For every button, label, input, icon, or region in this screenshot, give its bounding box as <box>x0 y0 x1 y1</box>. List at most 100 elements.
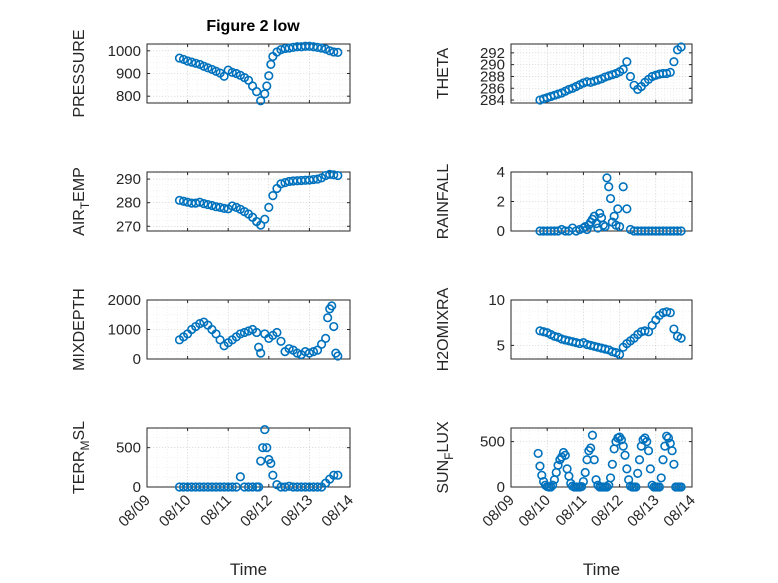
data-point <box>333 351 343 361</box>
x-tick-label: 08/11 <box>197 492 235 530</box>
data-point <box>254 482 264 492</box>
data-point <box>663 433 674 443</box>
x-tick-label: 08/13 <box>278 492 317 531</box>
subplot-rainfall: 0 2 4 RAINFALL <box>435 164 693 240</box>
y-tick-label: 500 <box>480 434 505 451</box>
data-point <box>327 301 337 311</box>
data-point <box>316 43 327 53</box>
data-point <box>312 174 323 184</box>
y-tick-label: 280 <box>116 195 141 212</box>
y-tick-label: 2 <box>497 194 505 211</box>
data-point <box>235 472 245 482</box>
data-point <box>325 46 335 56</box>
data-point <box>665 308 675 318</box>
x-tick-label: 08/11 <box>552 492 590 530</box>
data-point <box>174 195 185 205</box>
subplot-pressure: 800 900 1000 PRESSURE <box>71 29 351 118</box>
data-point <box>625 71 636 82</box>
x-tick-label: 08/10 <box>156 492 195 531</box>
y-tick-label: 0 <box>133 351 141 368</box>
data-point <box>553 460 563 470</box>
y-tick-label: 1000 <box>108 322 141 339</box>
data-point <box>276 45 286 55</box>
x-tick-label: 08/14 <box>318 492 357 531</box>
y-tick-label: 270 <box>116 218 141 235</box>
data-point <box>560 450 570 460</box>
data-series <box>174 301 343 361</box>
data-point <box>640 326 650 336</box>
data-point <box>622 57 632 67</box>
data-point <box>304 348 315 358</box>
data-point <box>178 196 189 206</box>
data-point <box>272 327 282 338</box>
data-point <box>662 307 672 317</box>
y-tick-label: 900 <box>116 66 141 83</box>
data-point <box>264 71 274 81</box>
y-tick-label: 290 <box>116 171 141 188</box>
y-tick-label: 4 <box>497 164 505 181</box>
data-point <box>589 455 599 465</box>
data-series <box>174 424 343 492</box>
data-point <box>633 468 643 478</box>
data-point <box>658 455 668 465</box>
data-point <box>645 464 655 474</box>
data-point <box>284 344 294 354</box>
data-point <box>183 56 193 66</box>
data-point <box>247 482 258 492</box>
data-point <box>256 348 266 358</box>
data-point <box>576 481 587 492</box>
y-tick-label: 500 <box>116 440 141 457</box>
y-tick-label: 2000 <box>108 292 141 309</box>
data-point <box>669 324 679 334</box>
data-point <box>642 437 652 447</box>
axes-frame <box>510 43 693 104</box>
data-point <box>669 57 679 67</box>
data-point <box>598 220 608 230</box>
data-point <box>260 89 270 99</box>
data-point <box>266 458 276 469</box>
data-series <box>533 430 686 492</box>
data-point <box>227 201 237 211</box>
x-tick-label: 08/10 <box>515 492 554 531</box>
data-point <box>321 333 331 343</box>
data-point <box>602 173 612 183</box>
data-point <box>672 226 683 236</box>
y-tick-label: 5 <box>497 337 505 354</box>
data-point <box>211 202 221 212</box>
data-point <box>620 450 630 460</box>
data-point <box>656 473 666 483</box>
data-point <box>618 441 628 451</box>
data-point <box>622 204 632 214</box>
data-point <box>665 67 675 77</box>
data-point <box>333 47 343 57</box>
y-tick-label: 0 <box>133 479 141 496</box>
data-point <box>618 64 628 74</box>
data-point <box>605 473 616 483</box>
data-point <box>203 63 213 73</box>
data-point <box>308 174 319 185</box>
y-tick-label: 288 <box>480 68 505 85</box>
data-point <box>582 224 592 235</box>
data-point <box>254 342 264 352</box>
data-series <box>535 173 686 236</box>
data-point <box>199 61 209 71</box>
y-axis-label: THETA <box>435 48 452 100</box>
data-point <box>239 327 250 338</box>
data-point <box>676 482 686 492</box>
data-point <box>616 435 627 445</box>
x-tick-label: 08/09 <box>479 492 518 531</box>
data-point <box>595 208 605 218</box>
y-tick-label: 292 <box>480 45 505 62</box>
data-point <box>591 475 601 485</box>
data-point <box>537 470 547 480</box>
data-point <box>266 59 276 70</box>
data-point <box>268 470 278 480</box>
data-point <box>548 480 558 490</box>
data-point <box>276 179 286 189</box>
data-series <box>535 307 686 360</box>
data-point <box>187 57 197 67</box>
data-point <box>602 482 612 492</box>
